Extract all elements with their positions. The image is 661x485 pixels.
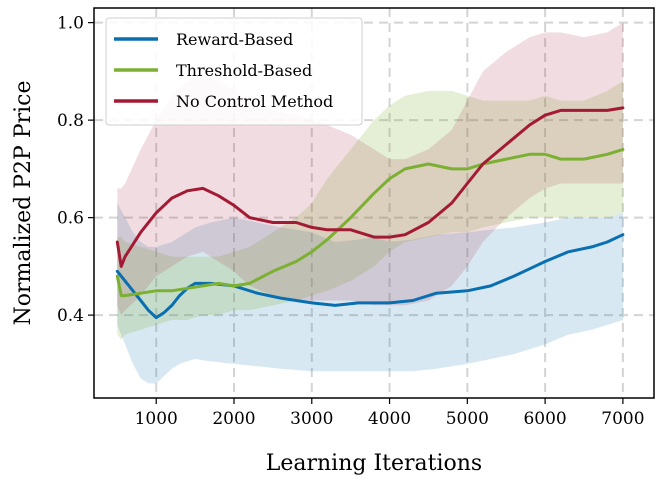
x-tick-label: 5000	[446, 409, 489, 429]
series-lines	[115, 106, 625, 320]
x-tick-label: 3000	[290, 409, 333, 429]
y-tick-label: 0.4	[57, 306, 84, 326]
confidence-band-0	[117, 203, 623, 384]
x-tick-label: 4000	[368, 409, 411, 429]
x-axis-label: Learning Iterations	[266, 451, 482, 476]
y-tick-label: 1.0	[57, 14, 84, 34]
x-tick-label: 6000	[523, 409, 566, 429]
confidence-band-2	[117, 22, 623, 316]
axis-ticks: 1000 2000 3000 4000 5000 6000 7000 0.4 0.6 0.8 1.0	[57, 14, 645, 429]
y-tick-label: 0.8	[57, 111, 84, 131]
legend: Reward-Based Threshold-Based No Control Me…	[105, 17, 363, 126]
legend-label-0: Reward-Based	[176, 30, 293, 49]
legend-box	[105, 17, 363, 126]
x-tick-label: 2000	[212, 409, 255, 429]
x-tick-label: 7000	[601, 409, 644, 429]
y-axis-label: Normalized P2P Price	[11, 80, 36, 325]
series-line-2	[115, 106, 625, 268]
series-line-0	[115, 233, 625, 320]
confidence-bands	[117, 22, 623, 384]
y-tick-label: 0.6	[57, 209, 84, 229]
x-tick-label: 1000	[135, 409, 178, 429]
plot-frame	[93, 7, 655, 399]
legend-label-1: Threshold-Based	[176, 61, 312, 80]
legend-label-2: No Control Method	[176, 92, 333, 111]
confidence-band-1	[117, 81, 623, 340]
